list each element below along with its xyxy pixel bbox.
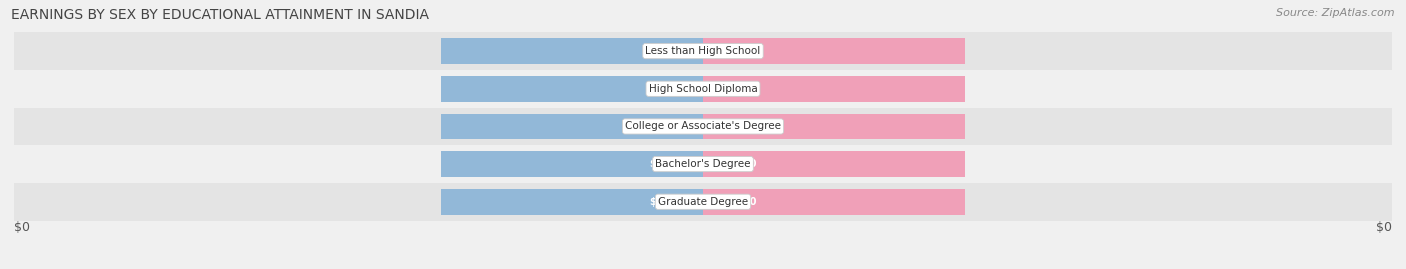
Text: $0: $0 xyxy=(650,197,662,207)
Text: $0: $0 xyxy=(650,121,662,132)
Text: High School Diploma: High School Diploma xyxy=(648,84,758,94)
Bar xyxy=(14,183,1392,221)
Bar xyxy=(703,189,965,215)
Bar xyxy=(703,151,965,177)
Text: Less than High School: Less than High School xyxy=(645,46,761,56)
Bar xyxy=(14,145,1392,183)
Bar xyxy=(14,70,1392,108)
Bar xyxy=(14,108,1392,145)
Text: $0: $0 xyxy=(744,197,756,207)
Text: $0: $0 xyxy=(650,84,662,94)
Text: $0: $0 xyxy=(744,46,756,56)
Text: $0: $0 xyxy=(14,221,30,234)
Text: Bachelor's Degree: Bachelor's Degree xyxy=(655,159,751,169)
Text: $0: $0 xyxy=(744,159,756,169)
Text: $0: $0 xyxy=(650,46,662,56)
Bar xyxy=(441,114,703,139)
Text: Source: ZipAtlas.com: Source: ZipAtlas.com xyxy=(1277,8,1395,18)
Text: $0: $0 xyxy=(744,84,756,94)
Bar xyxy=(703,76,965,102)
Text: $0: $0 xyxy=(650,159,662,169)
Text: $0: $0 xyxy=(1376,221,1392,234)
Bar xyxy=(441,76,703,102)
Bar xyxy=(14,32,1392,70)
Bar xyxy=(703,38,965,64)
Text: EARNINGS BY SEX BY EDUCATIONAL ATTAINMENT IN SANDIA: EARNINGS BY SEX BY EDUCATIONAL ATTAINMEN… xyxy=(11,8,429,22)
Bar xyxy=(441,189,703,215)
Text: $0: $0 xyxy=(744,121,756,132)
Bar xyxy=(703,114,965,139)
Text: Graduate Degree: Graduate Degree xyxy=(658,197,748,207)
Text: College or Associate's Degree: College or Associate's Degree xyxy=(626,121,780,132)
Bar xyxy=(441,151,703,177)
Bar xyxy=(441,38,703,64)
